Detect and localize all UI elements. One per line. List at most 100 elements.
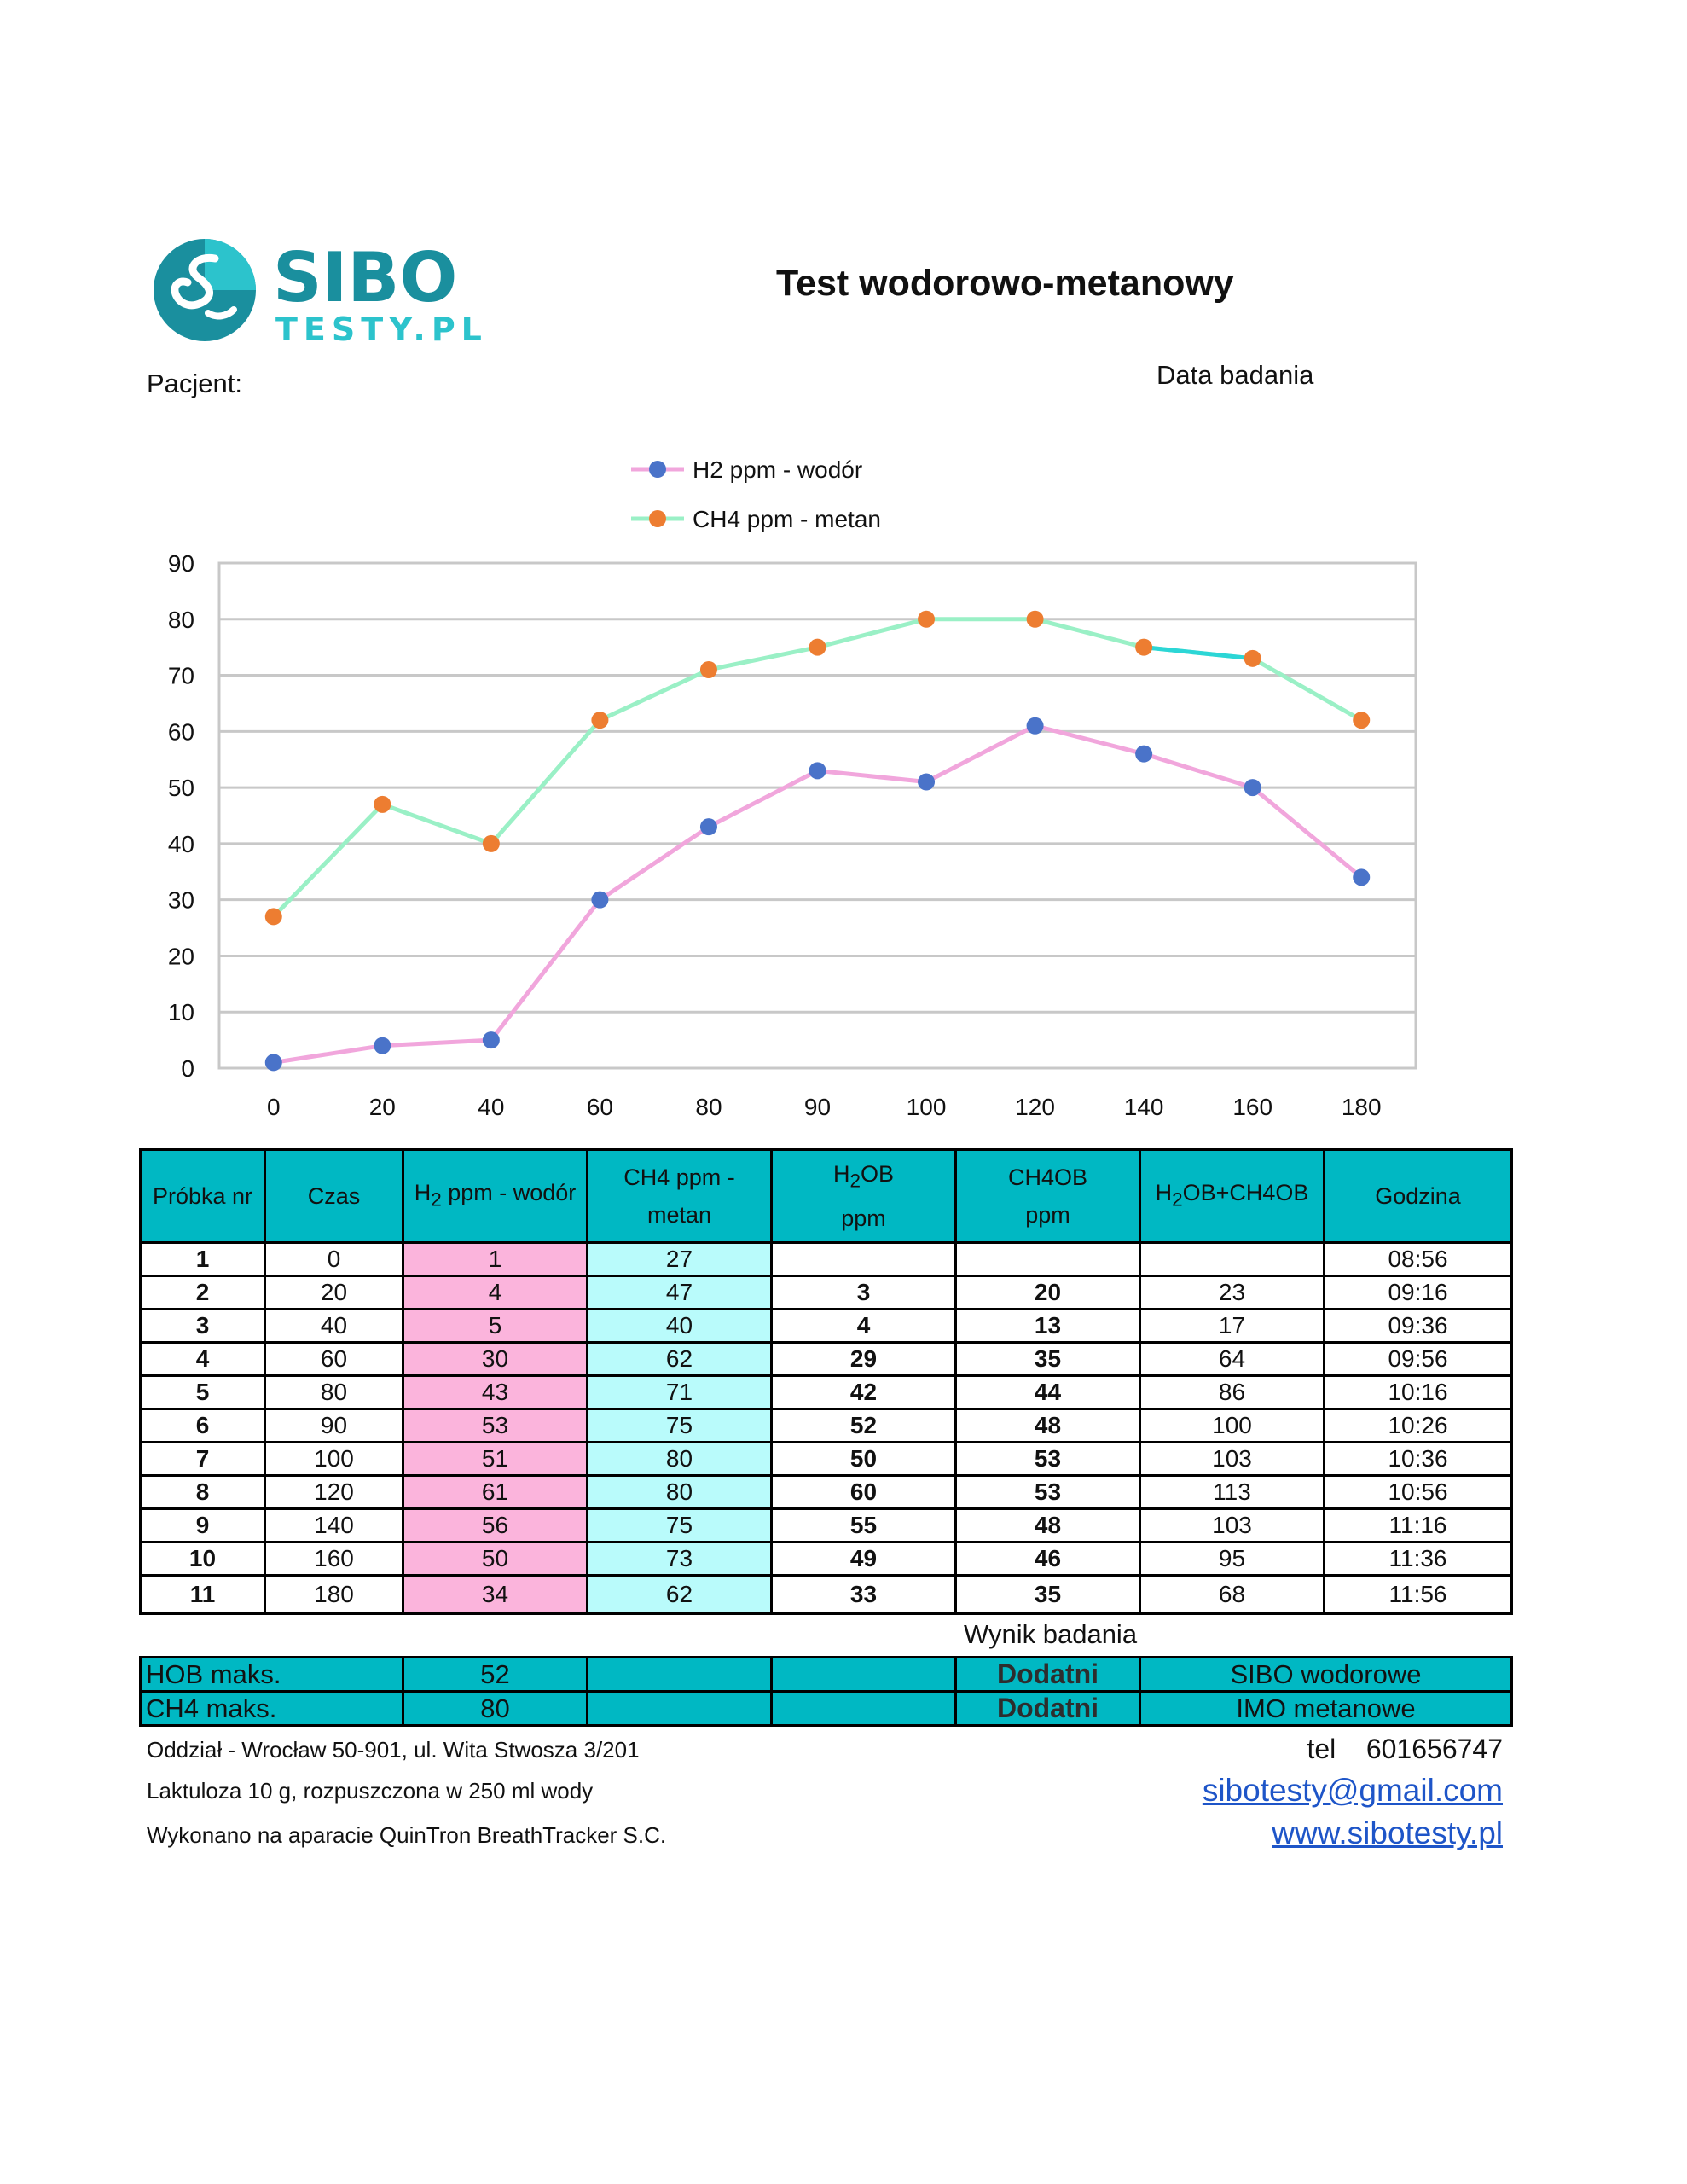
email-link[interactable]: sibotesty@gmail.com: [1202, 1773, 1503, 1808]
x-tick-label: 40: [478, 1094, 504, 1120]
table-row: 9 140 56 75 55 48 103 11:16: [139, 1507, 1513, 1543]
cell-h2ob: [770, 1241, 957, 1277]
cell-sum: 68: [1139, 1574, 1325, 1615]
cell-h2ob: 55: [770, 1507, 957, 1543]
x-tick-label: 100: [907, 1094, 947, 1120]
data-point-h2: [374, 1037, 391, 1054]
data-point-h2: [809, 762, 826, 780]
cell-sum: 103: [1139, 1507, 1325, 1543]
summary-diagnosis: IMO metanowe: [1139, 1690, 1513, 1727]
table-row: 5 80 43 71 42 44 86 10:16: [139, 1374, 1513, 1410]
data-point-h2: [1026, 717, 1044, 735]
x-tick-label: 20: [369, 1094, 396, 1120]
phone-number: 601656747: [1365, 1734, 1503, 1764]
cell-ch4ob: 35: [954, 1341, 1141, 1377]
patient-label: Pacjent:: [147, 369, 243, 398]
lactulose-note: Laktuloza 10 g, rozpuszczona w 250 ml wo…: [147, 1778, 594, 1804]
cell-hour: 10:26: [1323, 1408, 1513, 1443]
cell-h2ob: 50: [770, 1441, 957, 1477]
device-note: Wykonano na aparacie QuinTron BreathTrac…: [147, 1822, 667, 1848]
cell-sum: 103: [1139, 1441, 1325, 1477]
cell-h2ob: 29: [770, 1341, 957, 1377]
data-point-ch4: [1244, 649, 1261, 667]
cell-hour: 09:56: [1323, 1341, 1513, 1377]
breath-test-chart: 0 10 20 30 40 50 60 70 80 90 0 20 40 60 80 90 100 120 140 1…: [168, 456, 1417, 1120]
data-point-ch4: [809, 638, 826, 656]
cell-h2: 56: [402, 1507, 588, 1543]
result-summary-table: HOB maks. 52 Dodatni SIBO wodorowe CH4 maks.…: [139, 1656, 1513, 1727]
cell-sum: 95: [1139, 1541, 1325, 1577]
cell-h2ob: 4: [770, 1308, 957, 1344]
data-point-ch4: [1353, 712, 1371, 729]
cell-h2: 34: [402, 1574, 588, 1615]
summary-row: HOB maks. 52 Dodatni SIBO wodorowe: [139, 1656, 1513, 1693]
phone-label: tel: [1307, 1734, 1336, 1764]
cell-sum: 86: [1139, 1374, 1325, 1410]
data-point-ch4: [918, 610, 936, 628]
cell-sum: 100: [1139, 1408, 1325, 1443]
y-tick-label: 80: [168, 607, 194, 633]
cell-h2ob: 49: [770, 1541, 957, 1577]
cell-ch4: 71: [586, 1374, 773, 1410]
website-link[interactable]: www.sibotesty.pl: [1272, 1815, 1503, 1850]
cell-ch4: 80: [586, 1441, 773, 1477]
y-tick-label: 50: [168, 775, 194, 801]
table-row: 4 60 30 62 29 35 64 09:56: [139, 1341, 1513, 1377]
cell-ch4ob: 48: [954, 1408, 1141, 1443]
cell-h2ob: 3: [770, 1275, 957, 1310]
cell-hour: 11:16: [1323, 1507, 1513, 1543]
table-row: 2 20 4 47 3 20 23 09:16: [139, 1275, 1513, 1310]
header-ch4ob: CH4OB ppm: [954, 1148, 1141, 1244]
cell-h2ob: 33: [770, 1574, 957, 1615]
logo-sub-text: TESTY.PL: [275, 311, 488, 346]
cell-nr: 1: [139, 1241, 266, 1277]
cell-hour: 10:16: [1323, 1374, 1513, 1410]
data-point-ch4: [699, 660, 717, 678]
table-row: 8 120 61 80 60 53 113 10:56: [139, 1474, 1513, 1510]
cell-nr: 9: [139, 1507, 266, 1543]
x-tick-label: 180: [1342, 1094, 1382, 1120]
table-header-row: Próbka nr Czas H2 ppm - wodór CH4 ppm -m…: [139, 1148, 1513, 1244]
cell-nr: 6: [139, 1408, 266, 1443]
cell-czas: 90: [264, 1408, 404, 1443]
table-row: 1 0 1 27 08:56: [139, 1241, 1513, 1277]
data-point-ch4: [1135, 638, 1153, 656]
cell-ch4ob: 20: [954, 1275, 1141, 1310]
cell-hour: 08:56: [1323, 1241, 1513, 1277]
data-point-h2: [591, 891, 609, 909]
cell-nr: 10: [139, 1541, 266, 1577]
x-tick-label: 80: [695, 1094, 722, 1120]
data-point-ch4: [1026, 610, 1044, 628]
table-row: 3 40 5 40 4 13 17 09:36: [139, 1308, 1513, 1344]
ch4-highlight-segment: [1143, 645, 1253, 661]
x-tick-label: 140: [1124, 1094, 1164, 1120]
cell-ch4ob: 53: [954, 1441, 1141, 1477]
table-row: 11 180 34 62 33 35 68 11:56: [139, 1574, 1513, 1615]
x-tick-label: 60: [587, 1094, 613, 1120]
data-point-ch4: [264, 908, 282, 926]
data-point-h2: [264, 1054, 282, 1072]
cell-ch4ob: 13: [954, 1308, 1141, 1344]
table-row: 7 100 51 80 50 53 103 10:36: [139, 1441, 1513, 1477]
summary-status: Dodatni: [954, 1690, 1141, 1727]
cell-czas: 0: [264, 1241, 404, 1277]
x-tick-label: 0: [267, 1094, 281, 1120]
data-point-h2: [482, 1031, 500, 1049]
cell-h2ob: 42: [770, 1374, 957, 1410]
document-title: Test wodorowo-metanowy: [776, 263, 1234, 304]
cell-h2: 5: [402, 1308, 588, 1344]
summary-label: HOB maks.: [139, 1656, 404, 1693]
cell-czas: 20: [264, 1275, 404, 1310]
cell-czas: 80: [264, 1374, 404, 1410]
cell-hour: 09:36: [1323, 1308, 1513, 1344]
cell-ch4: 62: [586, 1341, 773, 1377]
header-sample: Próbka nr: [139, 1148, 266, 1244]
header-hour: Godzina: [1323, 1148, 1513, 1244]
cell-czas: 40: [264, 1308, 404, 1344]
cell-sum: 23: [1139, 1275, 1325, 1310]
cell-nr: 4: [139, 1341, 266, 1377]
y-tick-label: 40: [168, 831, 194, 857]
cell-sum: [1139, 1241, 1325, 1277]
y-tick-label: 10: [168, 999, 194, 1025]
cell-ch4ob: 48: [954, 1507, 1141, 1543]
